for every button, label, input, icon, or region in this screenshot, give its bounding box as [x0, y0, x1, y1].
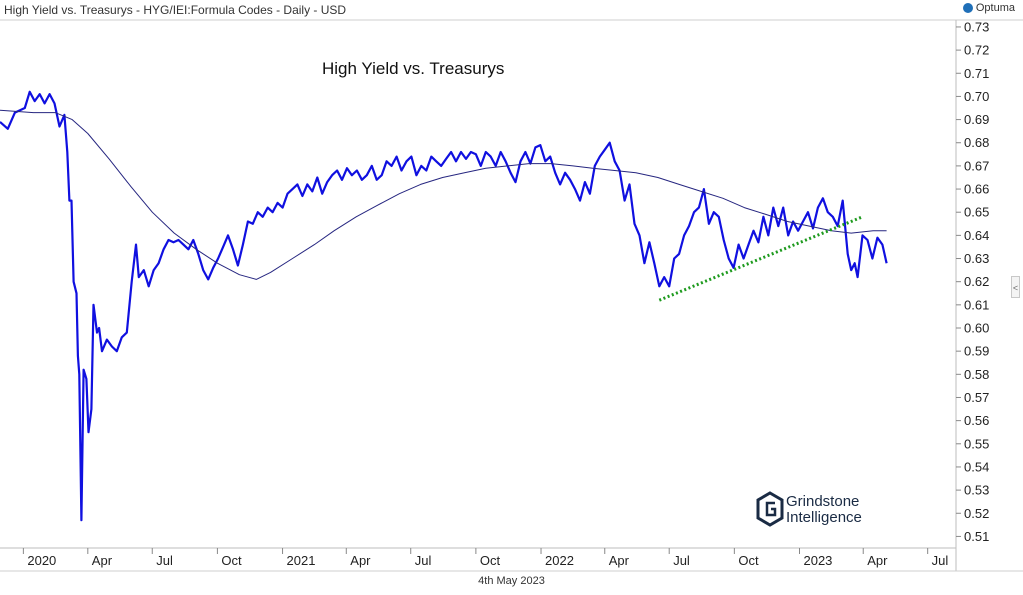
optuma-logo-icon	[962, 3, 973, 13]
x-tick-label-10: Jul	[673, 553, 690, 568]
y-tick-label-6: 0.57	[964, 390, 989, 405]
plot-area	[0, 90, 888, 522]
y-tick-label-10: 0.61	[964, 297, 989, 312]
y-tick-label-22: 0.73	[964, 19, 989, 34]
x-axis-ticks: 2020 Apr Jul Oct 2021 Apr Jul Oct 2022 Apr Jul Oct 2…	[22, 548, 949, 568]
x-tick-label-5: Apr	[350, 553, 371, 568]
x-tick-label-1: Apr	[92, 553, 113, 568]
x-tick-label-9: Apr	[609, 553, 630, 568]
y-tick-label-16: 0.67	[964, 158, 989, 173]
optuma-brand: Optuma	[962, 2, 1015, 14]
series-price-line	[0, 90, 888, 522]
footer-date: 4th May 2023	[478, 575, 545, 587]
y-tick-label-20: 0.71	[964, 66, 989, 81]
y-tick-label-8: 0.59	[964, 344, 989, 359]
x-tick-label-4: 2021	[287, 553, 316, 568]
y-tick-label-17: 0.68	[964, 135, 989, 150]
y-tick-label-18: 0.69	[964, 112, 989, 127]
x-tick-label-3: Oct	[221, 553, 242, 568]
y-tick-label-4: 0.55	[964, 436, 989, 451]
x-tick-label-8: 2022	[545, 553, 574, 568]
y-tick-label-2: 0.53	[964, 483, 989, 498]
chart-title: High Yield vs. Treasurys	[322, 59, 505, 78]
y-tick-label-15: 0.66	[964, 182, 989, 197]
x-tick-label-14: Jul	[932, 553, 949, 568]
y-tick-label-13: 0.64	[964, 228, 989, 243]
y-tick-label-5: 0.56	[964, 413, 989, 428]
series-moving-average-line	[0, 109, 887, 280]
y-tick-label-0: 0.51	[964, 529, 989, 544]
x-tick-label-12: 2023	[803, 553, 832, 568]
panel-collapse-button[interactable]: <	[1011, 276, 1020, 298]
logo-line-1: Grindstone	[786, 493, 860, 510]
y-tick-label-14: 0.65	[964, 205, 989, 220]
y-tick-label-1: 0.52	[964, 506, 989, 521]
optuma-brand-label: Optuma	[975, 2, 1015, 14]
x-tick-label-7: Oct	[480, 553, 501, 568]
y-axis-ticks: 0.51 0.52 0.53 0.54 0.55 0.56 0.57 0.58 0.59 0.60…	[956, 19, 989, 544]
y-tick-label-12: 0.63	[964, 251, 989, 266]
grindstone-logo: Grindstone Intelligence	[756, 491, 896, 529]
logo-line-2: Intelligence	[786, 509, 862, 526]
series-trendline-line	[658, 215, 864, 302]
y-tick-label-9: 0.60	[964, 321, 989, 336]
y-tick-label-19: 0.70	[964, 89, 989, 104]
grindstone-hexagon-icon	[756, 491, 784, 527]
x-tick-label-13: Apr	[867, 553, 888, 568]
x-tick-label-2: Jul	[156, 553, 173, 568]
y-tick-label-7: 0.58	[964, 367, 989, 382]
y-tick-label-3: 0.54	[964, 459, 989, 474]
x-tick-label-6: Jul	[415, 553, 432, 568]
x-tick-label-0: 2020	[27, 553, 56, 568]
y-tick-label-11: 0.62	[964, 274, 989, 289]
chart-header-title: High Yield vs. Treasurys - HYG/IEI:Formu…	[4, 3, 347, 17]
x-tick-label-11: Oct	[738, 553, 759, 568]
y-tick-label-21: 0.72	[964, 43, 989, 58]
